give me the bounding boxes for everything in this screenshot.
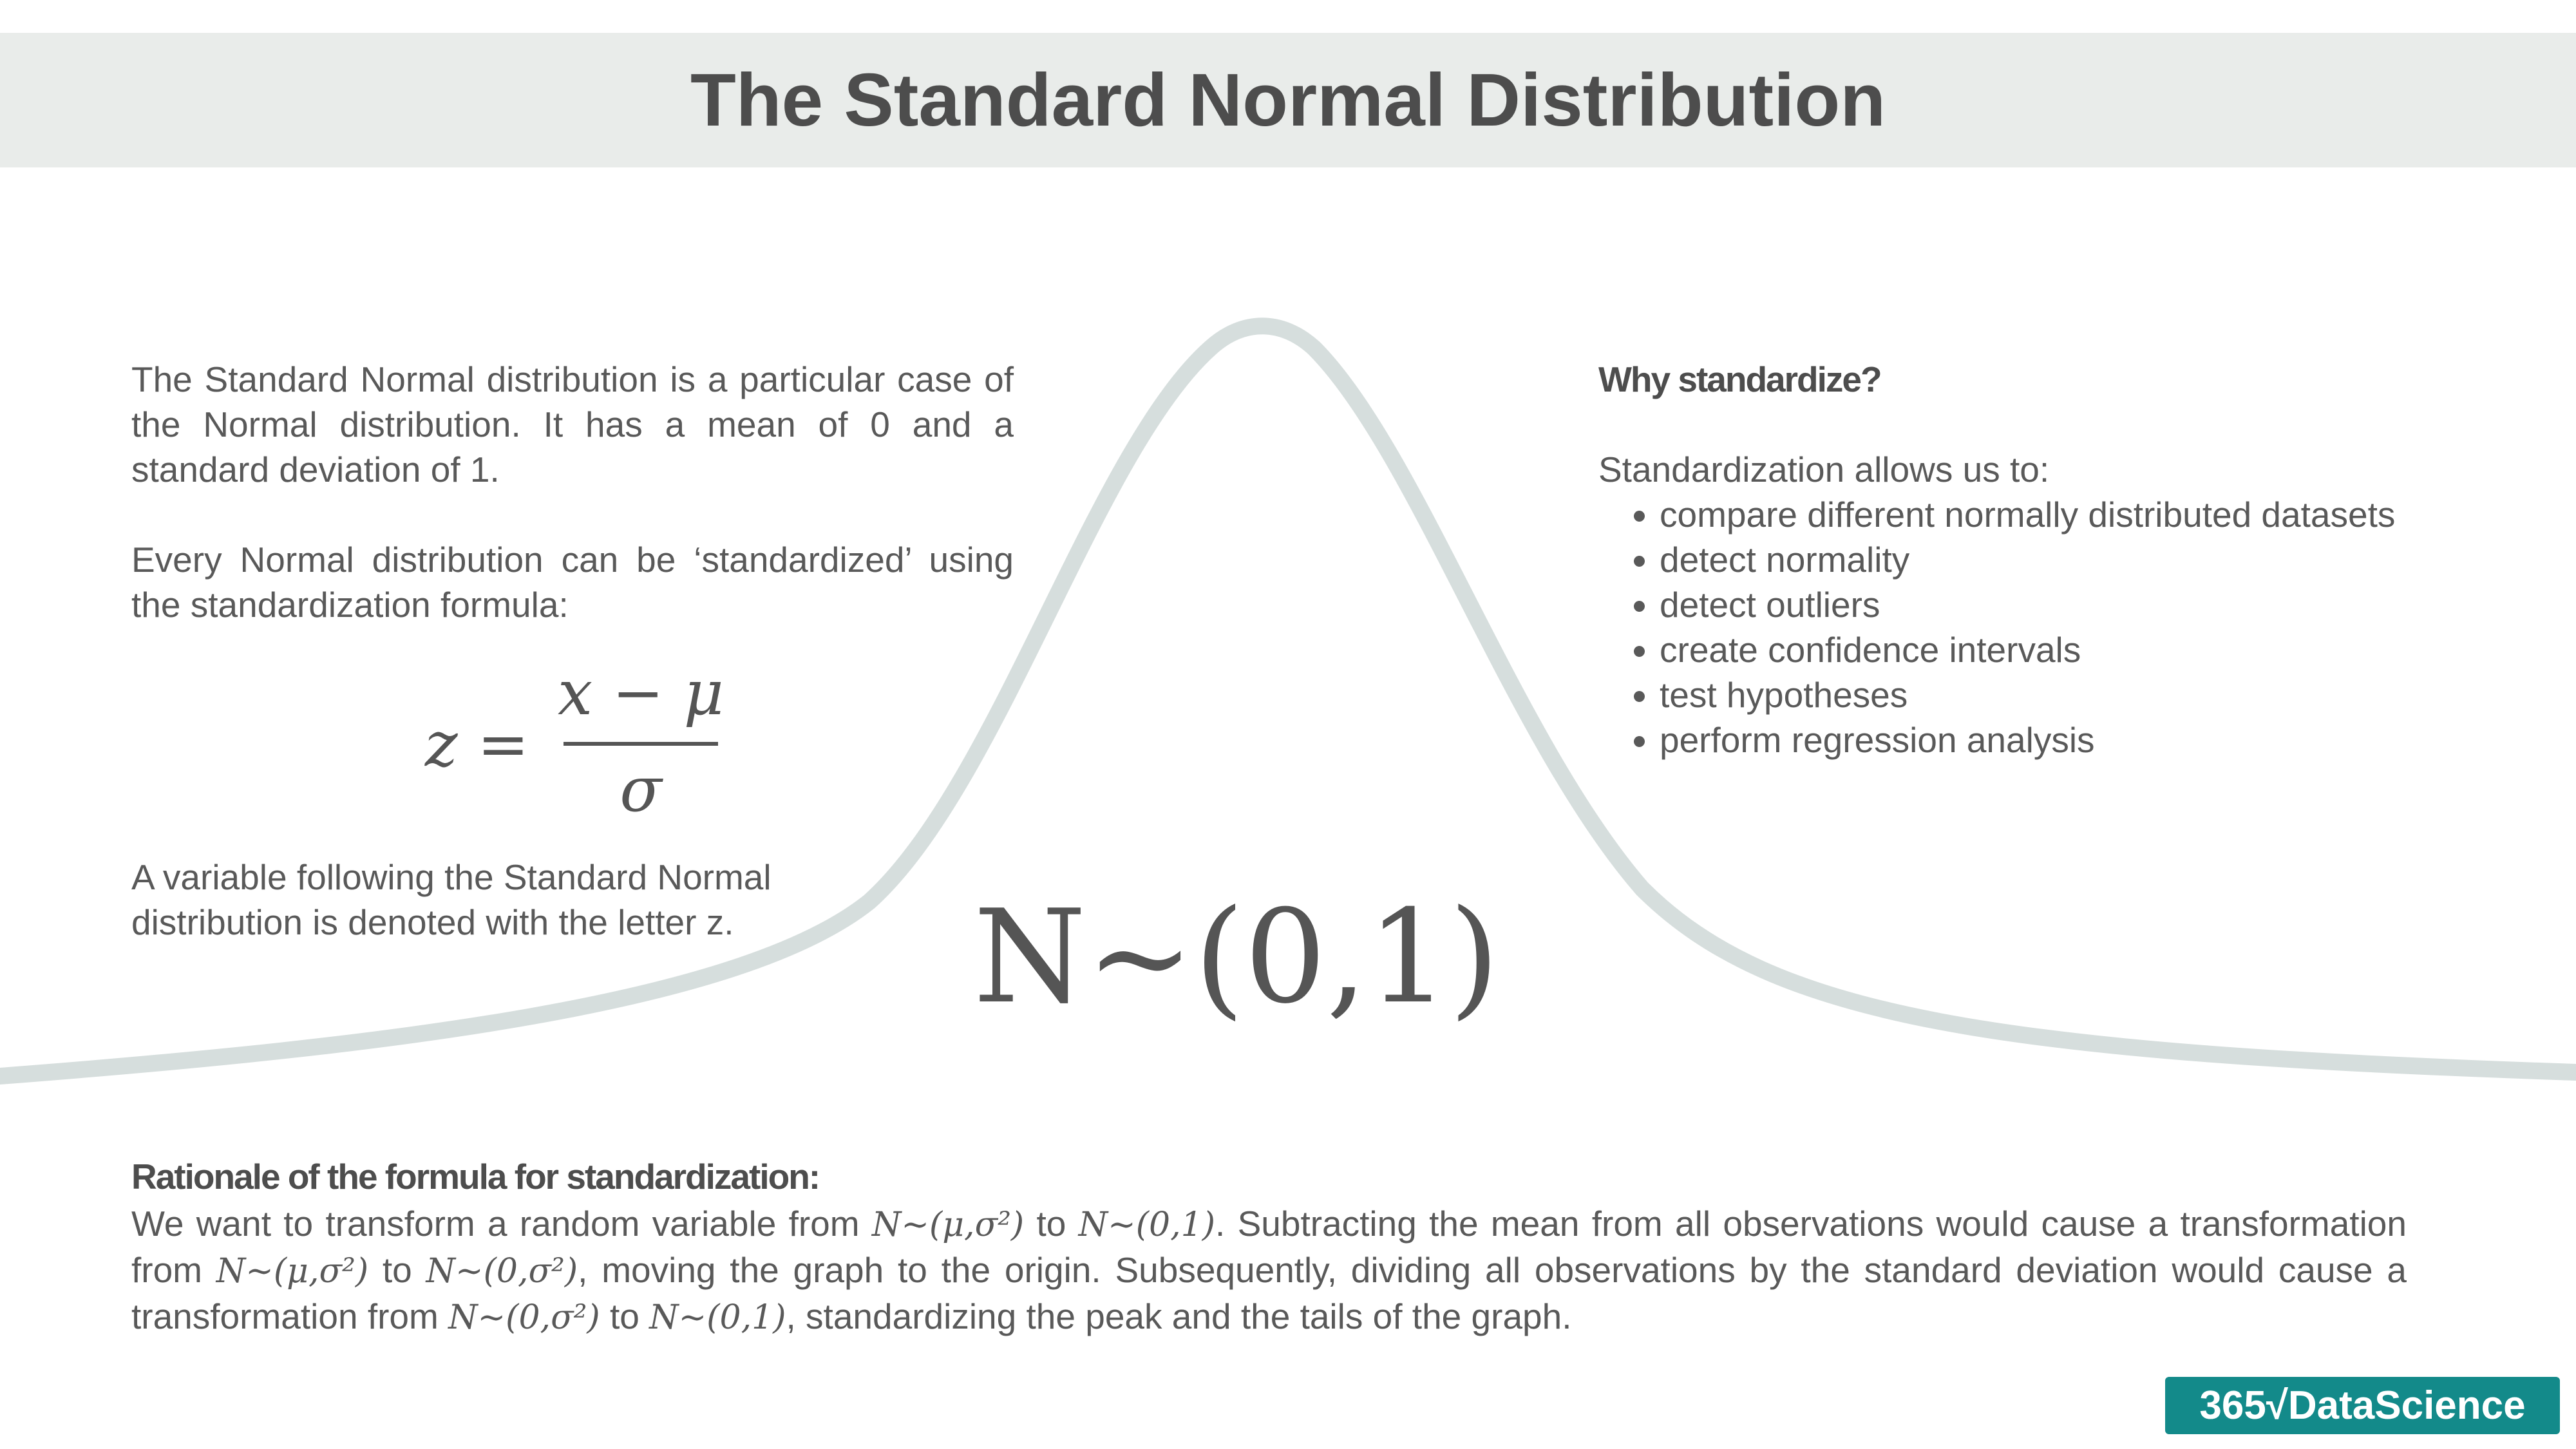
- text-run: We want to transform a random variable f…: [131, 1204, 872, 1244]
- paragraph: The Standard Normal distribution is a pa…: [131, 359, 1014, 489]
- heading: Rationale of the formula for standardiza…: [131, 1157, 820, 1197]
- paragraph: A variable following the Standard Normal…: [131, 857, 772, 942]
- bullet-list: compare different normally distributed d…: [1598, 492, 2532, 762]
- right-text: Why standardize? Standardization allows …: [1598, 357, 2532, 762]
- notation: N~(0,1): [973, 882, 1500, 1032]
- inline-math: N~(0,σ²): [448, 1298, 600, 1337]
- bullet-item: detect normality: [1660, 537, 2532, 582]
- text-run: to: [1024, 1204, 1079, 1244]
- inline-math: N~(0,1): [649, 1298, 786, 1337]
- text-run: . Subtracting the mean from all observat…: [131, 1204, 2407, 1290]
- inline-math: N~(μ,σ²): [871, 1206, 1025, 1244]
- inline-math: N~(0,σ²): [426, 1252, 578, 1291]
- rationale: Rationale of the formula for standardiza…: [131, 1153, 2407, 1340]
- header-band: [0, 33, 2576, 167]
- left-text: The Standard Normal distribution is a pa…: [131, 357, 1014, 672]
- paragraph: We want to transform a random variable f…: [131, 1201, 2407, 1340]
- text-run: , standardizing the peak and the tails o…: [786, 1296, 1572, 1336]
- inline-math: N~(0,1): [1078, 1206, 1216, 1244]
- formula-numerator: x − μ: [558, 657, 724, 729]
- formula-lhs: z =: [425, 708, 529, 781]
- formula-denominator: σ: [620, 753, 662, 826]
- paragraph: Every Normal distribution can be ‘standa…: [131, 540, 1014, 625]
- text-run: to: [600, 1296, 650, 1336]
- logo: 365√DataScience: [2165, 1377, 2560, 1434]
- left-text: A variable following the Standard Normal…: [131, 855, 814, 945]
- bullet-item: detect outliers: [1660, 582, 2532, 627]
- bullet-item: perform regression analysis: [1660, 717, 2532, 762]
- bullet-item: compare different normally distributed d…: [1660, 492, 2532, 537]
- formula: z = x − μ σ: [412, 657, 747, 831]
- slide-title: The Standard Normal Distribution: [690, 58, 1886, 142]
- inline-math: N~(μ,σ²): [216, 1252, 369, 1291]
- heading: Why standardize?: [1598, 359, 1882, 399]
- text-run: , moving the graph to the origin. Subseq…: [131, 1250, 2407, 1336]
- bullet-item: create confidence intervals: [1660, 627, 2532, 672]
- fraction-line: [564, 742, 718, 746]
- bullet-item: test hypotheses: [1660, 672, 2532, 717]
- curve-path: [0, 317, 2576, 1084]
- text-run: to: [368, 1250, 426, 1290]
- intro: Standardization allows us to:: [1598, 450, 2050, 489]
